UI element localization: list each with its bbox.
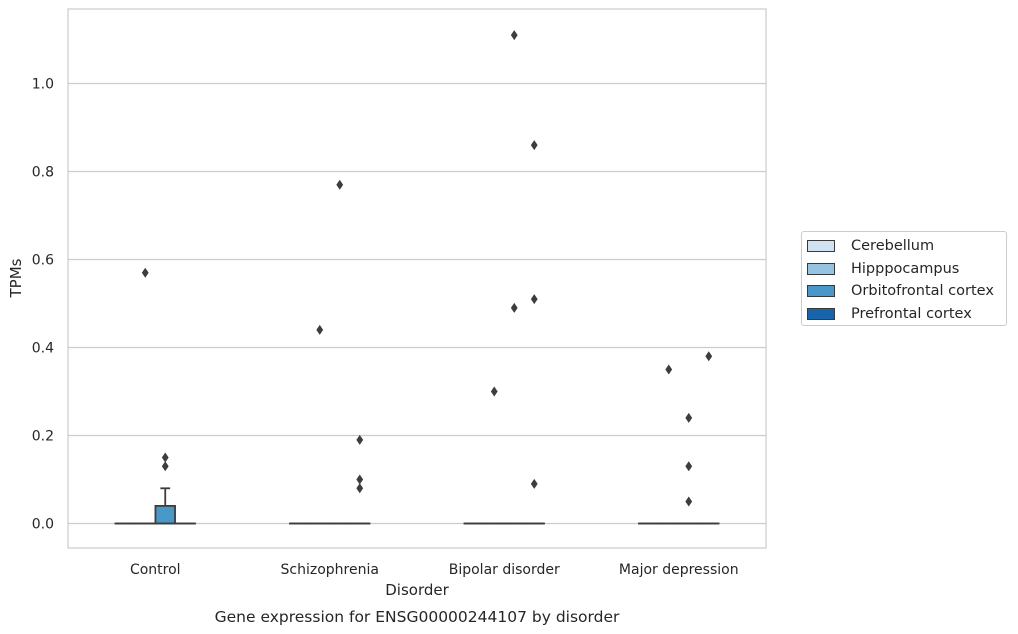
box-group — [698, 351, 720, 525]
x-tick-label: Schizophrenia — [281, 562, 379, 578]
outlier-point — [685, 461, 693, 472]
y-tick-label: 0.2 — [32, 429, 54, 445]
legend-item: Prefrontal cortex — [807, 303, 1006, 326]
outlier-point — [141, 267, 149, 278]
x-tick-labels: Control Schizophrenia Bipolar disorder Majo… — [130, 562, 739, 578]
chart-caption: Gene expression for ENSG00000244107 by d… — [215, 608, 620, 626]
legend-swatch — [807, 240, 835, 253]
x-tick-label: Bipolar disorder — [449, 562, 560, 578]
outlier-point — [510, 302, 518, 313]
y-tick-label: 0.4 — [32, 341, 54, 357]
y-tick-label: 0.6 — [32, 253, 54, 269]
x-tick-label: Control — [130, 562, 181, 578]
box — [154, 504, 176, 525]
legend-swatch — [807, 307, 835, 320]
legend-label: Prefrontal cortex — [851, 305, 972, 322]
outlier-point — [161, 452, 169, 463]
x-tick-label: Major depression — [619, 562, 739, 578]
legend-label: Orbitofrontal cortex — [851, 283, 994, 300]
outlier-point — [530, 478, 538, 489]
legend-label: Hipppocampus — [851, 260, 960, 277]
x-axis-label: Disorder — [385, 581, 449, 599]
y-tick-label: 0.0 — [32, 517, 54, 533]
outlier-point — [705, 351, 713, 362]
outlier-point — [685, 412, 693, 423]
outlier-point — [490, 386, 498, 397]
outlier-point — [336, 179, 344, 190]
plot-area — [67, 8, 767, 549]
legend-item: Cerebellum — [807, 235, 1006, 258]
outlier-point — [685, 496, 693, 507]
outlier-point — [316, 324, 324, 335]
outlier-point — [356, 483, 364, 494]
box-marks — [114, 30, 720, 525]
outlier-point — [356, 474, 364, 485]
legend-swatch — [807, 262, 835, 275]
outlier-point — [356, 434, 364, 445]
outlier-point — [530, 294, 538, 305]
box-group — [349, 434, 371, 525]
outlier-point — [510, 30, 518, 41]
outlier-point — [161, 461, 169, 472]
legend: Cerebellum Hipppocampus Orbitofrontal cort… — [801, 231, 1007, 326]
box-group — [678, 412, 700, 525]
box-group — [523, 140, 545, 525]
outlier-point — [665, 364, 673, 375]
legend-item: Hipppocampus — [807, 258, 1006, 281]
legend-swatch — [807, 285, 835, 298]
box-group — [154, 452, 176, 525]
y-tick-label: 0.8 — [32, 165, 54, 181]
outlier-point — [530, 140, 538, 151]
y-axis-label: TPMs — [7, 258, 25, 298]
y-tick-label: 1.0 — [32, 77, 54, 93]
y-tick-labels: 0.0 0.2 0.4 0.6 0.8 1.0 — [32, 77, 54, 533]
legend-label: Cerebellum — [851, 238, 935, 255]
box-group — [658, 364, 680, 525]
legend-item: Orbitofrontal cortex — [807, 280, 1006, 303]
